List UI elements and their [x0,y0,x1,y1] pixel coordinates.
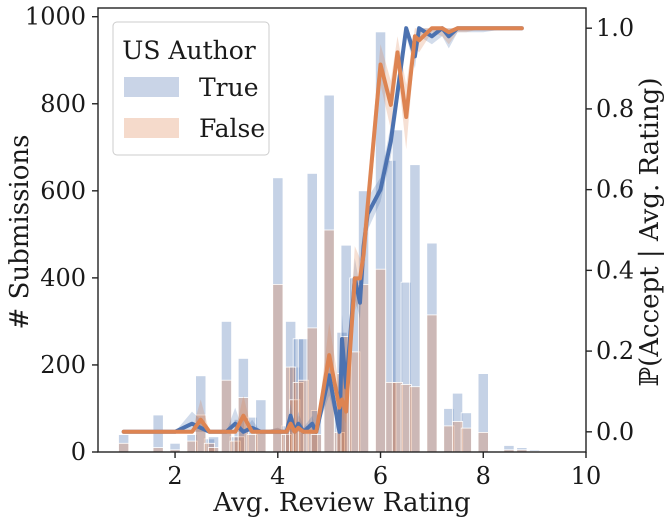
legend-swatch-true [124,77,179,97]
y-right-tick-label: 1.0 [596,14,634,42]
hist-bar-false [477,431,489,453]
y-axis-right-label: ℙ(Accept | Avg. Rating) [635,78,665,387]
legend-title: US Author [122,36,255,65]
histogram-bars [118,31,541,453]
y-right-tick-label: 0.4 [596,256,634,284]
hist-bar-false [460,427,472,453]
y-left-tick-label: 200 [40,351,86,379]
x-axis-label: Avg. Review Rating [212,488,470,518]
y-right-tick-label: 0.0 [596,418,634,446]
y-axis-left-label: # Submissions [5,135,35,330]
legend-frame [112,21,270,156]
legend-swatch-false [124,118,179,138]
x-tick-label: 8 [476,462,491,490]
y-left-tick-label: 1000 [25,3,86,31]
y-right-tick-label: 0.8 [596,95,634,123]
y-left-tick-label: 400 [40,264,86,292]
y-left-tick-label: 0 [71,438,86,466]
plot-frame [97,7,587,453]
legend-label-false: False [199,114,265,143]
hist-bar-false [426,314,438,453]
hist-bar-false [409,386,421,453]
accept-line-false [121,26,524,434]
acceptance-lines [121,26,524,434]
y-right-tick-label: 0.2 [596,337,634,365]
hist-bar-false [118,442,130,453]
hist-bar-false [374,268,387,453]
hist-bar-false [272,283,284,453]
x-tick-label: 4 [270,462,285,490]
legend-label-true: True [199,73,259,102]
x-tick-label: 6 [373,462,388,490]
hist-bar-false [310,434,322,453]
y-left-tick-label: 800 [40,90,86,118]
x-tick-label: 2 [167,462,182,490]
axes: 2 4 6 8 10 0 200 400 600 800 1000 0.0 0.2 0.4 0.6 0.8 1.… [25,3,634,490]
y-left-tick-label: 600 [40,177,86,205]
legend: US Author True False [112,21,270,156]
y-right-tick-label: 0.6 [596,176,634,204]
x-tick-label: 10 [571,462,602,490]
